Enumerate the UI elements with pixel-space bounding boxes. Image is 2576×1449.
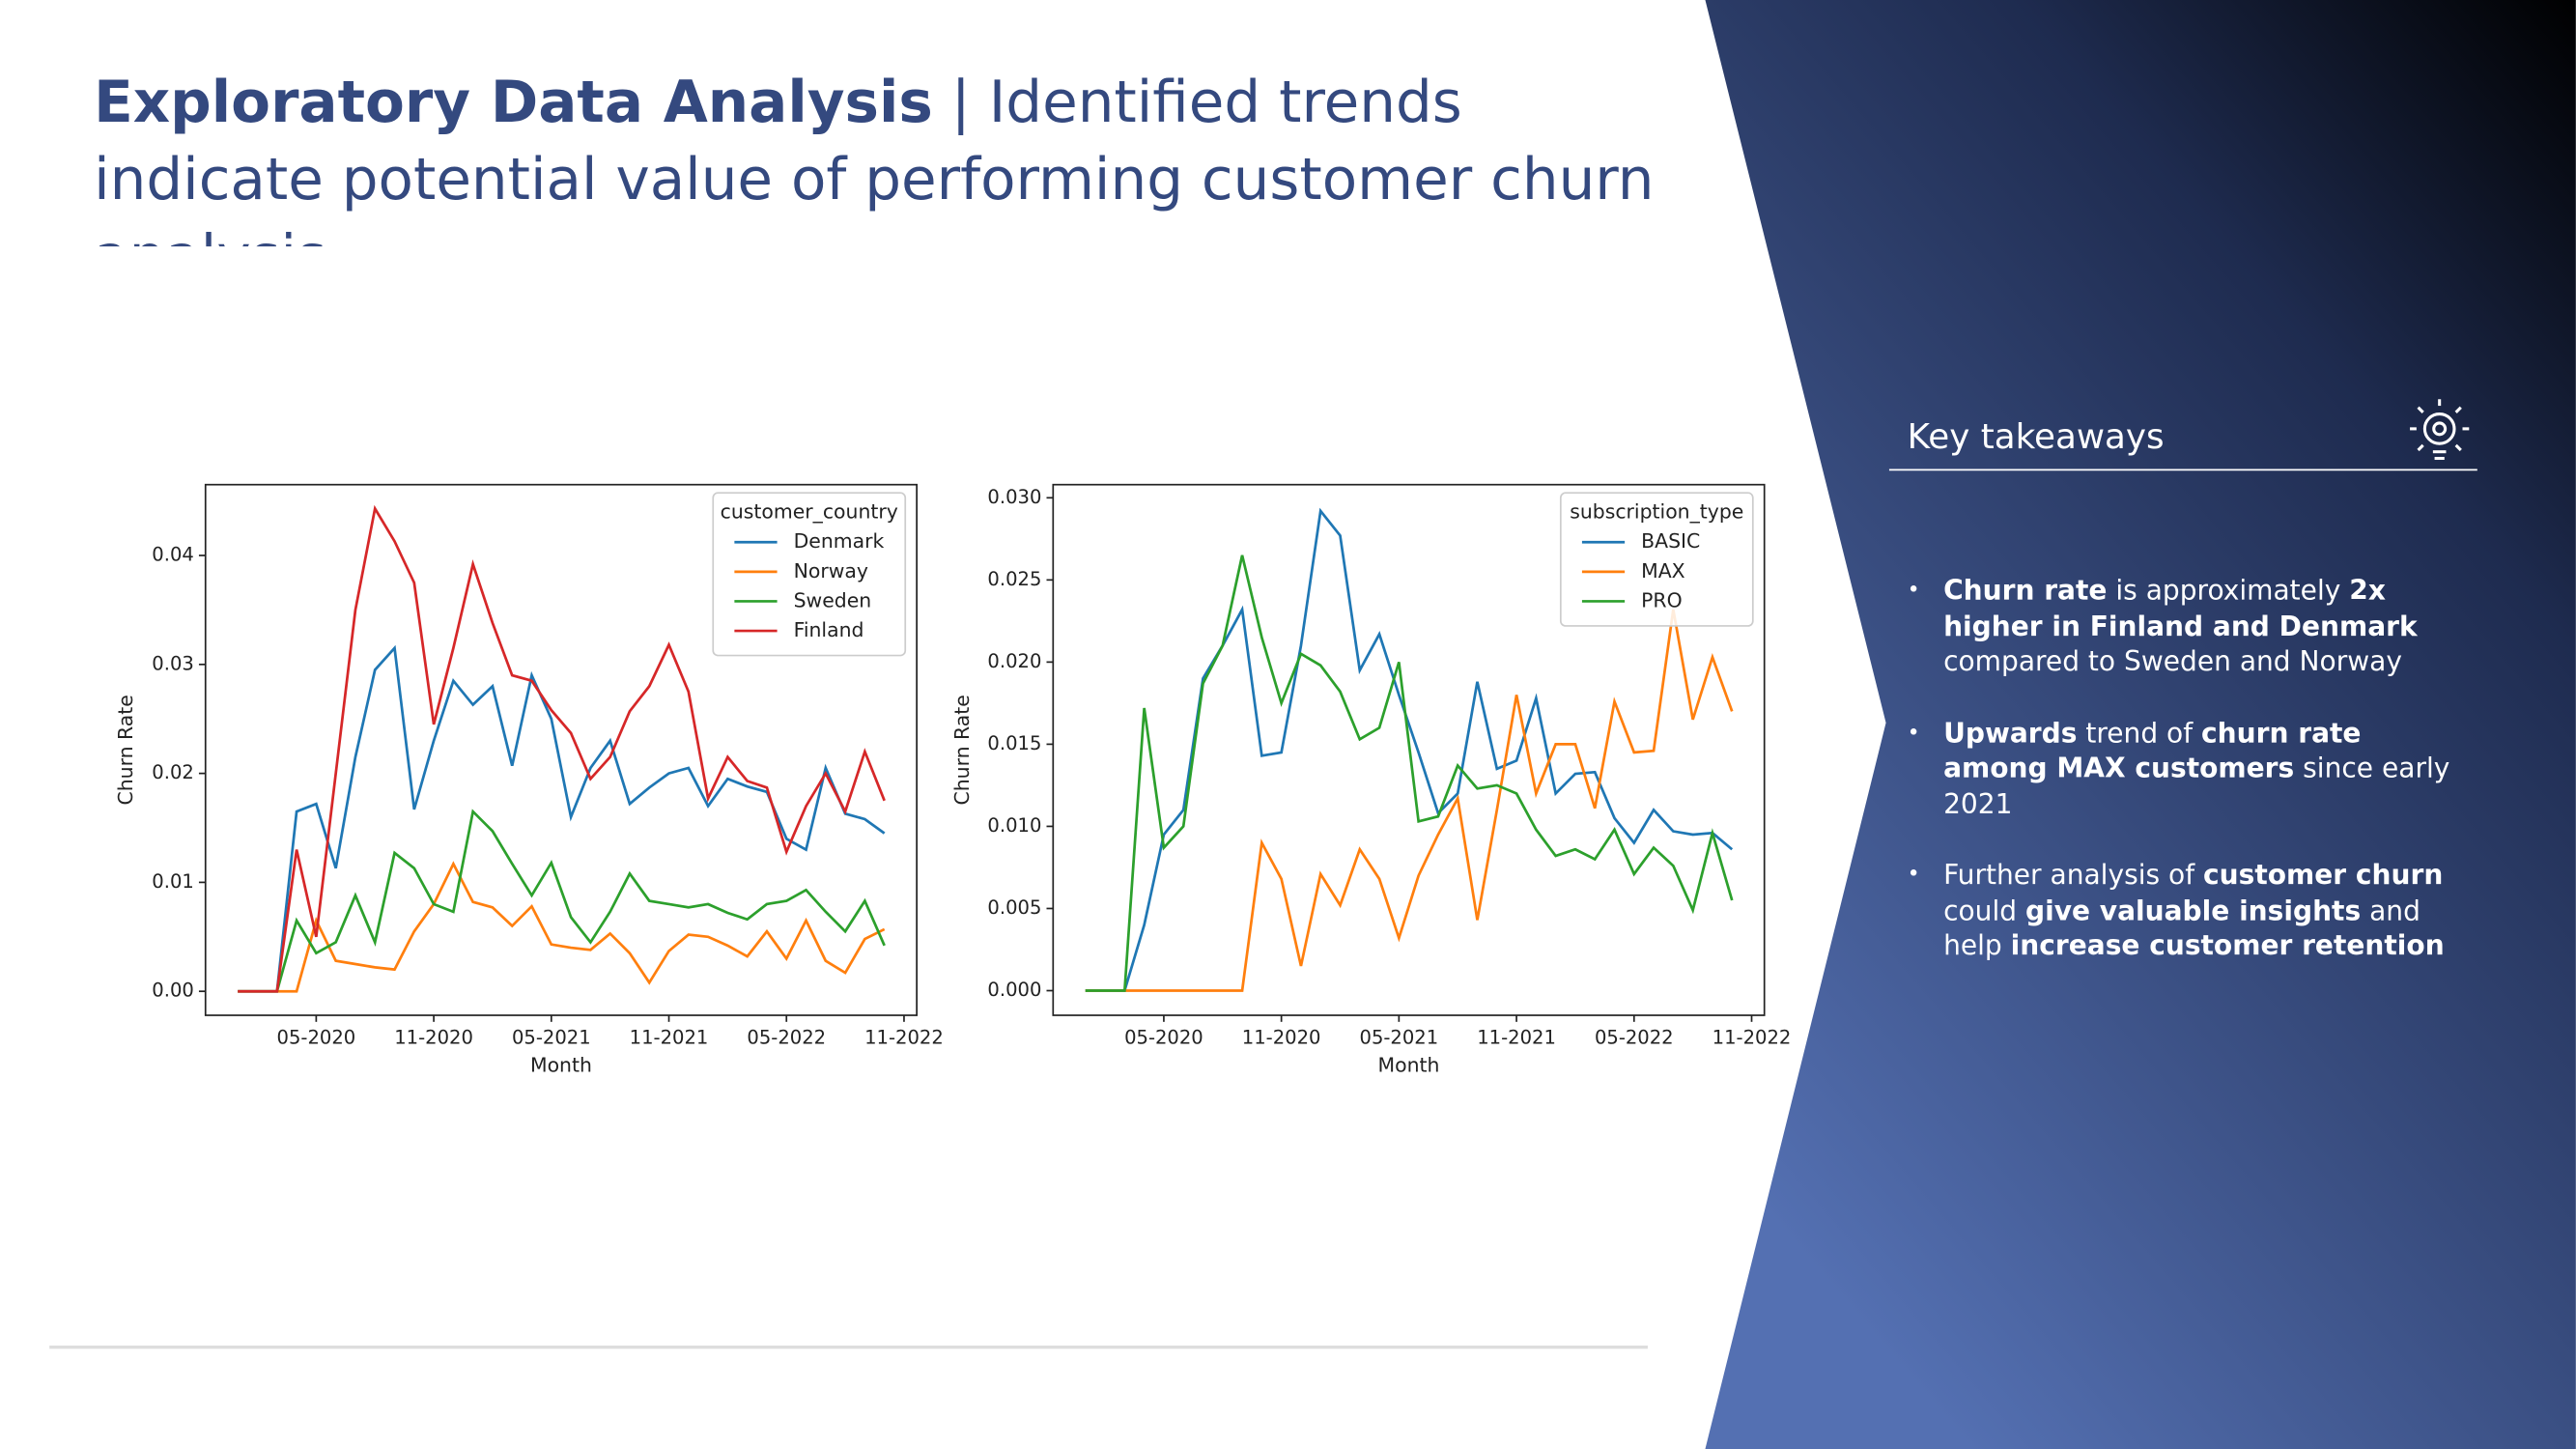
- bullet: Churn rate is approximately 2x higher in…: [1937, 574, 2474, 680]
- legend-label: Denmark: [794, 529, 885, 553]
- legend-title: customer_country: [721, 500, 898, 525]
- x-tick-label: 11-2022: [864, 1026, 944, 1048]
- bullet-text: since early 2021: [1943, 752, 2450, 819]
- y-tick-label: 0.04: [152, 544, 194, 566]
- bullet: Further analysis of customer churn could…: [1937, 858, 2474, 964]
- series-line: [1085, 554, 1734, 992]
- legend-label: PRO: [1641, 588, 1683, 611]
- legend-label: MAX: [1641, 559, 1685, 582]
- bullet-text: and help: [1943, 895, 2420, 961]
- title-box: Exploratory Data Analysis | Identified t…: [94, 66, 1695, 246]
- x-tick-label: 11-2020: [1242, 1026, 1321, 1048]
- bullets-box: Churn rate is approximately 2x higher in…: [1908, 574, 2475, 968]
- x-tick-label: 05-2021: [1360, 1026, 1439, 1048]
- bullet-text: is approximately: [2107, 575, 2350, 607]
- legend-title: subscription_type: [1570, 500, 1743, 525]
- x-tick-label: 05-2022: [1595, 1026, 1674, 1048]
- x-tick-label: 05-2020: [277, 1026, 356, 1048]
- bulb-icon: [2410, 399, 2470, 461]
- legend-box: [1559, 492, 1754, 627]
- bullet-list: Churn rate is approximately 2x higher in…: [1908, 574, 2475, 964]
- x-tick-label: 11-2022: [1713, 1026, 1792, 1048]
- legend-label: BASIC: [1641, 529, 1700, 553]
- x-tick-label: 11-2021: [630, 1026, 709, 1048]
- y-tick-label: 0.03: [152, 652, 194, 674]
- y-tick-label: 0.020: [987, 650, 1041, 672]
- y-tick-label: 0.015: [987, 732, 1041, 754]
- y-tick-label: 0.000: [987, 979, 1041, 1001]
- x-tick-label: 11-2020: [394, 1026, 473, 1048]
- title: Exploratory Data Analysis | Identified t…: [94, 66, 1695, 246]
- title-rest: | Identified trends indicate potential v…: [94, 71, 1655, 246]
- legend-label: Norway: [794, 559, 868, 582]
- bullet-text: Further analysis of: [1943, 859, 2204, 891]
- bullets: Churn rate is approximately 2x higher in…: [1908, 574, 2475, 964]
- chart: 0.000 0.005 0.010 0.015 0.020 0.025 0.030 05-20…: [950, 483, 1792, 1077]
- y-tick-label: 0.02: [152, 761, 194, 783]
- bullet-text: increase customer retention: [2010, 929, 2445, 961]
- bullet-text: Churn rate: [1943, 575, 2108, 607]
- y-tick-label: 0.005: [987, 896, 1041, 919]
- legend-box: [712, 492, 907, 657]
- y-tick-label: 0.030: [987, 486, 1041, 508]
- y-tick-label: 0.01: [152, 870, 194, 893]
- bullet-text: Upwards: [1943, 717, 2078, 749]
- series-line: [238, 809, 886, 993]
- charts: 0.00 0.01 0.02 0.03 0.04 05-2020 11-2020 05-202…: [114, 483, 1792, 1077]
- x-axis-label: Month: [530, 1054, 592, 1077]
- y-axis-label: Churn Rate: [114, 695, 137, 805]
- chart: 0.00 0.01 0.02 0.03 0.04 05-2020 11-2020 05-202…: [114, 483, 944, 1077]
- bullet-text: customer churn: [2203, 859, 2444, 891]
- bullet-text: compared to Sweden and Norway: [1943, 645, 2403, 677]
- y-tick-label: 0.025: [987, 568, 1041, 590]
- series-line: [1085, 609, 1734, 992]
- bullet-text: churn rate among MAX customers: [1943, 717, 2362, 784]
- legend-label: Sweden: [794, 588, 872, 611]
- bullet: Upwards trend of churn rate among MAX cu…: [1937, 716, 2474, 822]
- bullet-text: trend of: [2077, 717, 2202, 749]
- bullet-text: 2x higher in Finland and Denmark: [1943, 575, 2418, 642]
- title-bold: Exploratory Data Analysis: [94, 71, 933, 137]
- x-tick-label: 05-2020: [1124, 1026, 1203, 1048]
- y-tick-label: 0.00: [152, 980, 194, 1002]
- bullet-text: could: [1943, 895, 2025, 926]
- x-axis-label: Month: [1378, 1054, 1440, 1077]
- x-tick-label: 05-2021: [512, 1026, 591, 1048]
- bullet-text: give valuable insights: [2024, 895, 2362, 926]
- legend-label: Finland: [794, 618, 864, 641]
- series-line: [238, 504, 886, 993]
- takeaways-title: Key takeaways: [1908, 417, 2165, 457]
- y-tick-label: 0.010: [987, 814, 1041, 837]
- y-axis-label: Churn Rate: [950, 695, 974, 805]
- series-line: [238, 861, 886, 993]
- x-tick-label: 05-2022: [747, 1026, 826, 1048]
- x-tick-label: 11-2021: [1477, 1026, 1556, 1048]
- series-line: [1085, 507, 1734, 992]
